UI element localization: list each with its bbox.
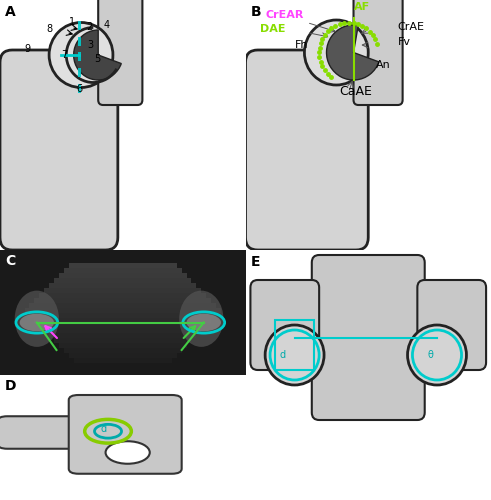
Text: 8: 8 [47,24,53,34]
Bar [39,322,206,328]
Circle shape [106,441,150,464]
Text: 6: 6 [76,84,82,94]
Text: Fh: Fh [295,40,308,50]
Bar [275,320,314,370]
Bar [78,52,81,61]
Bar [64,268,182,272]
Circle shape [408,325,466,385]
Text: 2: 2 [86,22,92,32]
Text: 7: 7 [61,50,68,59]
FancyBboxPatch shape [98,0,142,105]
Text: 4: 4 [103,20,109,30]
Bar [34,298,211,302]
FancyBboxPatch shape [354,0,403,105]
Bar [29,302,216,308]
Bar [74,358,172,362]
Text: 1: 1 [69,17,75,27]
Circle shape [265,325,324,385]
Text: CaAE: CaAE [339,85,372,98]
Bar [69,352,177,358]
Circle shape [49,22,113,88]
FancyBboxPatch shape [417,280,486,370]
Wedge shape [327,25,379,80]
Bar [54,278,191,282]
Bar [29,312,216,318]
FancyBboxPatch shape [246,50,368,250]
Bar [78,21,81,30]
Text: An: An [376,60,390,70]
Bar [54,338,191,342]
Ellipse shape [179,290,223,347]
Bar [59,272,187,278]
Text: AF: AF [354,2,370,12]
Text: E: E [250,255,260,269]
FancyBboxPatch shape [250,280,319,370]
Bar [64,348,182,352]
Text: B: B [250,5,261,19]
Bar [78,84,81,92]
Text: Fv: Fv [398,37,410,47]
Text: CrEAR: CrEAR [265,10,303,20]
Circle shape [187,314,221,331]
FancyBboxPatch shape [0,50,118,250]
Wedge shape [74,30,121,80]
Bar [39,292,206,298]
Bar [44,328,201,332]
Bar [44,288,201,292]
Bar [49,332,196,338]
Bar [34,318,211,322]
Text: D: D [5,379,16,393]
FancyBboxPatch shape [69,395,182,474]
FancyBboxPatch shape [312,255,425,420]
FancyBboxPatch shape [0,416,103,449]
Bar [78,68,81,77]
Text: DAE: DAE [260,24,286,34]
Text: CrAE: CrAE [398,22,425,32]
Ellipse shape [15,290,59,347]
Bar [49,282,196,288]
Text: d: d [280,350,286,360]
Bar [25,308,221,312]
Circle shape [304,20,368,85]
Bar [69,262,177,268]
Text: 9: 9 [25,44,30,54]
Text: d: d [101,424,107,434]
Circle shape [20,314,54,331]
Text: C: C [5,254,15,268]
Text: 5: 5 [94,54,101,64]
Text: θ: θ [427,350,433,360]
Bar [78,37,81,46]
Text: A: A [5,5,16,19]
Text: 3: 3 [87,40,93,50]
Bar [59,342,187,347]
